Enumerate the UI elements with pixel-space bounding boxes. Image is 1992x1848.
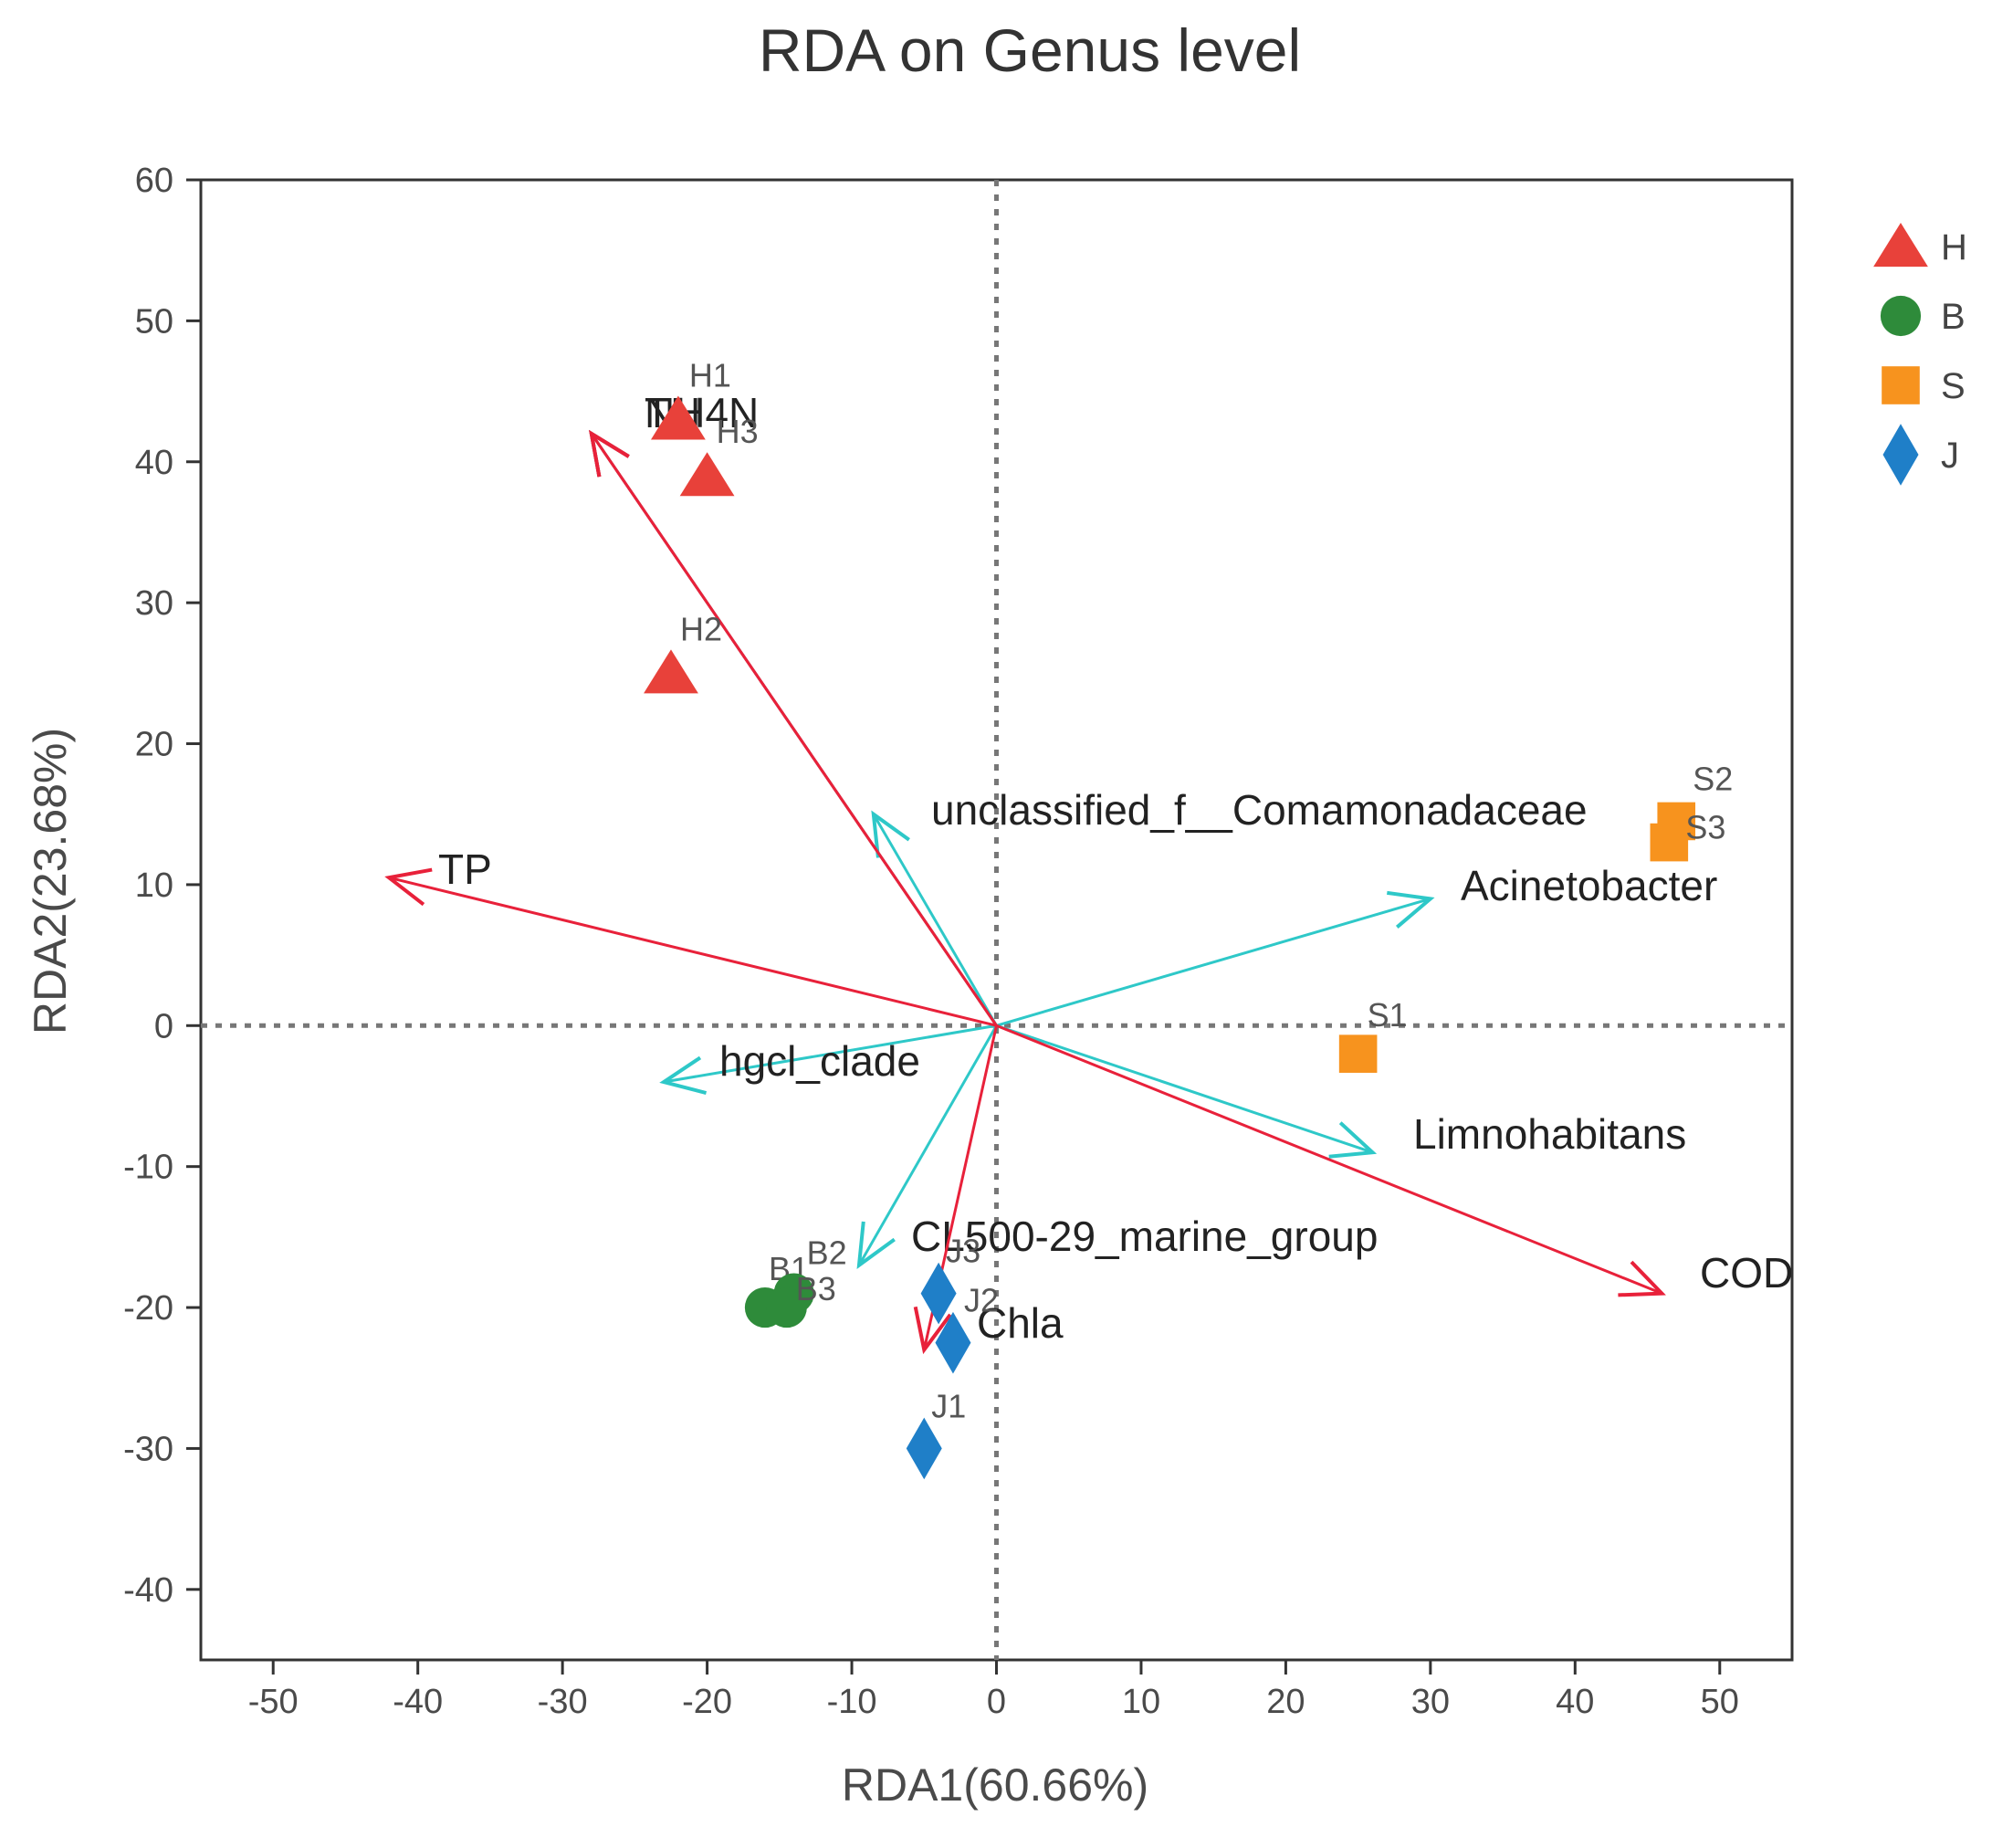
y-tick-label: 60 <box>135 162 173 200</box>
x-tick-label: 40 <box>1556 1683 1594 1721</box>
y-tick-label: -20 <box>123 1289 173 1328</box>
y-tick-label: 40 <box>135 444 173 482</box>
species-arrow-label: CL500-29_marine_group <box>911 1213 1378 1260</box>
y-tick-label: 50 <box>135 302 173 341</box>
sample-label: H2 <box>680 610 722 647</box>
sample-label: H3 <box>717 413 759 450</box>
sample-point-h3 <box>679 452 735 497</box>
legend-marker-h <box>1873 223 1928 268</box>
species-arrow-acinetobacter-head <box>1387 890 1435 929</box>
y-tick-label: -40 <box>123 1571 173 1610</box>
species-arrow-unclassified-f-comamonadaceae-shaft <box>872 813 998 1027</box>
x-tick-label: -30 <box>538 1683 588 1721</box>
env-arrow-cod-head <box>1618 1260 1666 1297</box>
sample-point-h2 <box>644 649 698 694</box>
species-arrow-label: Limnohabitans <box>1413 1110 1686 1158</box>
legend-marker-j <box>1882 424 1919 486</box>
env-arrow-tp-head <box>384 867 433 907</box>
sample-point-b3 <box>766 1286 807 1328</box>
sample-point-j1 <box>906 1417 942 1480</box>
legend-marker-b <box>1880 295 1922 337</box>
sample-label: J3 <box>946 1233 980 1270</box>
species-arrow-hgcl-clade-shaft <box>663 1024 997 1084</box>
species-arrow-limnohabitans-head <box>1328 1121 1378 1159</box>
env-arrow-nh4n-shaft <box>590 433 998 1027</box>
sample-point-s1 <box>1338 1034 1378 1073</box>
x-tick-label: -40 <box>393 1683 443 1721</box>
env-arrow-cod <box>995 1024 1666 1297</box>
y-tick-label: 30 <box>135 584 173 623</box>
species-arrow-cl500-29-marine-group-shaft <box>857 1024 998 1266</box>
species-arrow-hgcl-clade-head <box>659 1055 708 1095</box>
x-tick-label: 0 <box>987 1683 1006 1721</box>
y-axis-title: RDA2(23.68%) <box>25 728 76 1034</box>
sample-point-j2 <box>935 1311 971 1374</box>
env-arrow-nh4n <box>589 429 998 1027</box>
env-arrow-chla-head <box>913 1306 952 1355</box>
species-arrow-limnohabitans-shaft <box>996 1024 1373 1154</box>
sample-label: H1 <box>689 356 731 394</box>
species-arrow-acinetobacter-shaft <box>996 897 1431 1027</box>
plot-area: -50 -40 -30 -20 -10 0 10 20 30 40 50 -40 -30 -20 -10 0 1… <box>123 162 1794 1721</box>
x-axis-title: RDA1(60.66%) <box>842 1759 1148 1811</box>
species-arrow-hgcl-clade <box>659 1024 997 1095</box>
sample-point-h1 <box>651 395 706 440</box>
x-tick-label: -10 <box>827 1683 877 1721</box>
legend-label: B <box>1941 297 1966 337</box>
species-arrow-acinetobacter <box>996 890 1435 1027</box>
y-tick-label: 10 <box>135 866 173 905</box>
species-arrow-label: hgcl_clade <box>719 1037 920 1085</box>
species-arrow-unclassified-f-comamonadaceae-head <box>871 810 910 858</box>
y-tick-label: -30 <box>123 1430 173 1468</box>
sample-label: S1 <box>1368 996 1408 1034</box>
sample-label: B2 <box>807 1234 847 1272</box>
env-arrow-cod-shaft <box>995 1024 1662 1296</box>
y-tick-label: 20 <box>135 726 173 764</box>
x-tick-label: 50 <box>1701 1683 1739 1721</box>
legend-marker-s <box>1882 366 1920 404</box>
env-arrow-tp <box>384 867 997 1027</box>
env-arrow-label: Chla <box>977 1299 1064 1347</box>
sample-label: J2 <box>964 1282 999 1319</box>
chart-title: RDA on Genus level <box>759 16 1301 84</box>
species-arrow-label: Acinetobacter <box>1461 862 1717 909</box>
x-tick-label: -50 <box>248 1683 299 1721</box>
legend-label: H <box>1941 227 1967 268</box>
species-arrow-cl500-29-marine-group <box>856 1024 998 1269</box>
y-tick-label: 0 <box>154 1007 173 1045</box>
x-tick-label: 30 <box>1411 1683 1450 1721</box>
sample-point-j3 <box>920 1262 957 1325</box>
sample-label: J1 <box>931 1387 966 1424</box>
legend-label: J <box>1941 436 1959 476</box>
sample-label: S3 <box>1685 809 1725 846</box>
species-arrow-limnohabitans <box>996 1024 1378 1159</box>
env-arrow-tp-shaft <box>388 876 997 1027</box>
species-arrow-cl500-29-marine-group-head <box>856 1221 896 1269</box>
sample-label: S2 <box>1693 760 1733 797</box>
x-tick-label: 20 <box>1266 1683 1305 1721</box>
sample-label: B3 <box>796 1270 836 1307</box>
env-arrow-label: COD <box>1700 1249 1793 1297</box>
species-arrow-label: unclassified_f__Comamonadaceae <box>931 786 1588 834</box>
y-tick-label: -10 <box>123 1149 173 1187</box>
species-arrow-unclassified-f-comamonadaceae <box>871 810 998 1027</box>
env-arrow-nh4n-head <box>589 429 630 478</box>
x-tick-label: 10 <box>1122 1683 1160 1721</box>
x-tick-label: -20 <box>682 1683 732 1721</box>
sample-point-s3 <box>1650 823 1689 862</box>
legend-label: S <box>1941 366 1966 406</box>
env-arrow-label: TP <box>438 845 492 893</box>
